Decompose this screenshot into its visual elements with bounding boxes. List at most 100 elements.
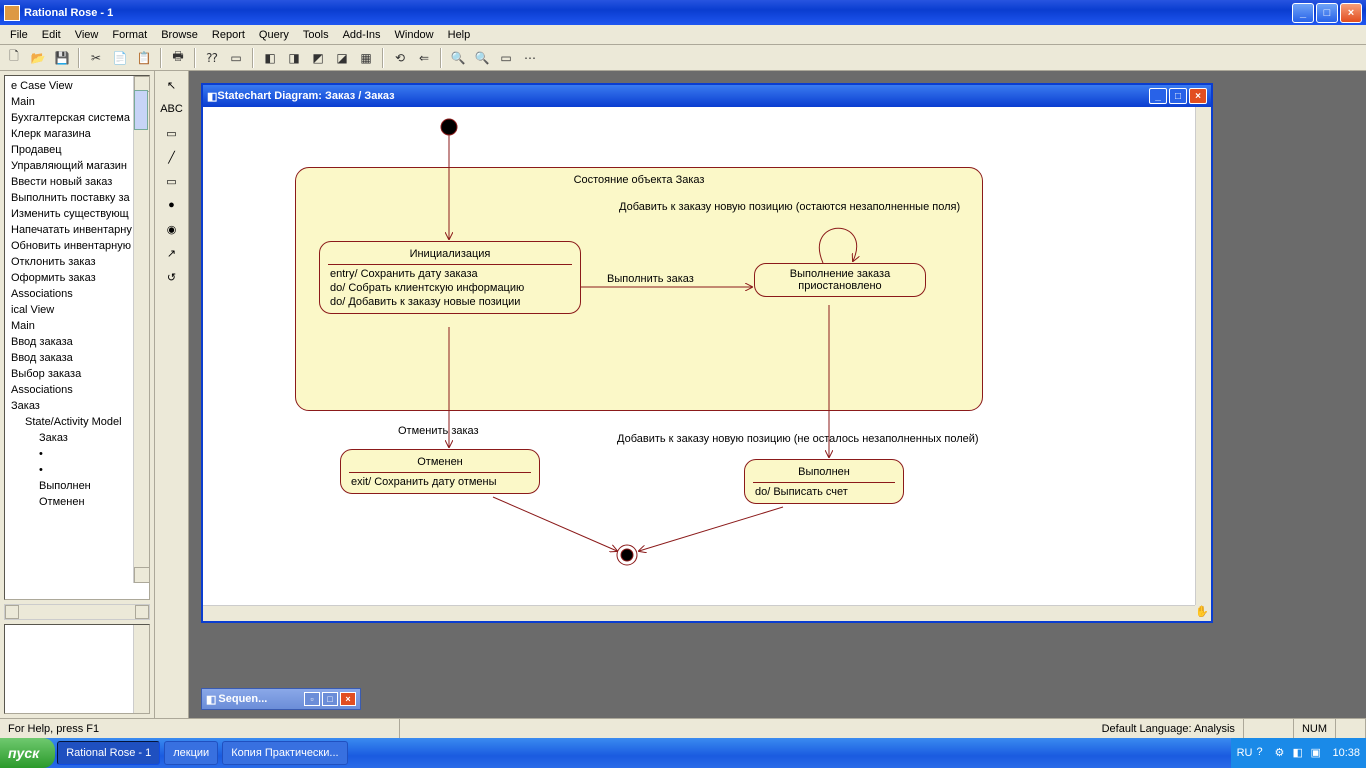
fit-icon[interactable]: ▭	[496, 48, 516, 68]
taskbar-task[interactable]: Rational Rose - 1	[57, 741, 160, 765]
tree-item[interactable]: Выполнить поставку за	[7, 190, 147, 206]
transition-tool[interactable]: ↗	[160, 243, 184, 263]
note-tool[interactable]: ▭	[160, 123, 184, 143]
maximize-button[interactable]: □	[1316, 3, 1338, 23]
menu-edit[interactable]: Edit	[36, 27, 67, 43]
tree-item[interactable]: Main	[7, 318, 147, 334]
window-icon[interactable]: ▭	[226, 48, 246, 68]
new-icon[interactable]: 🗋	[4, 48, 24, 68]
text-tool[interactable]: ABC	[160, 99, 184, 119]
inner-close-button[interactable]: ×	[1189, 88, 1207, 104]
menu-help[interactable]: Help	[442, 27, 477, 43]
state-susp-l1: Выполнение заказа	[763, 268, 917, 280]
tree-scrollbar-v[interactable]	[133, 76, 149, 583]
anchor-tool[interactable]: ╱	[160, 147, 184, 167]
inner-minimize-button[interactable]: _	[1149, 88, 1167, 104]
nav2-icon[interactable]: ⇐	[414, 48, 434, 68]
tree-item[interactable]: Управляющий магазин	[7, 158, 147, 174]
min-max-button[interactable]: □	[322, 692, 338, 706]
d5-icon[interactable]: ▦	[356, 48, 376, 68]
system-tray[interactable]: RU ? ⚙ ◧ ▣ 10:38	[1231, 738, 1366, 768]
tree-item[interactable]: Отклонить заказ	[7, 254, 147, 270]
tree-item[interactable]: Ввод заказа	[7, 350, 147, 366]
diagram-canvas[interactable]: Состояние объекта Заказ Инициализация en…	[203, 107, 1211, 621]
print-icon[interactable]: 🖶	[168, 48, 188, 68]
tree-item[interactable]: Оформить заказ	[7, 270, 147, 286]
d3-icon[interactable]: ◩	[308, 48, 328, 68]
documentation-pane[interactable]	[4, 624, 150, 714]
menu-window[interactable]: Window	[389, 27, 440, 43]
tree-item[interactable]: Main	[7, 94, 147, 110]
statusbar: For Help, press F1 Default Language: Ana…	[0, 718, 1366, 738]
pointer-tool[interactable]: ↖	[160, 75, 184, 95]
start-tool[interactable]: ●	[160, 195, 184, 215]
end-tool[interactable]: ◉	[160, 219, 184, 239]
state-done[interactable]: Выполнен do/ Выписать счет	[744, 459, 904, 504]
open-icon[interactable]: 📂	[28, 48, 48, 68]
state-init[interactable]: Инициализация entry/ Сохранить дату зака…	[319, 241, 581, 314]
state-cancelled[interactable]: Отменен exit/ Сохранить дату отмены	[340, 449, 540, 494]
self-tool[interactable]: ↺	[160, 267, 184, 287]
minimized-window[interactable]: ◧ Sequen... ▫ □ ×	[201, 688, 361, 710]
tray-icon[interactable]: ⚙	[1274, 746, 1288, 760]
state-suspended[interactable]: Выполнение заказа приостановлено	[754, 263, 926, 297]
menu-tools[interactable]: Tools	[297, 27, 335, 43]
tree-item[interactable]: Напечатать инвентарну	[7, 222, 147, 238]
save-icon[interactable]: 💾	[52, 48, 72, 68]
nav1-icon[interactable]: ⟲	[390, 48, 410, 68]
zoom-in-icon[interactable]: 🔍	[448, 48, 468, 68]
cut-icon[interactable]: ✂	[86, 48, 106, 68]
menu-view[interactable]: View	[69, 27, 105, 43]
min-close-button[interactable]: ×	[340, 692, 356, 706]
d2-icon[interactable]: ◨	[284, 48, 304, 68]
tree-item[interactable]: Associations	[7, 286, 147, 302]
state-tool[interactable]: ▭	[160, 171, 184, 191]
tree-item[interactable]: Заказ	[7, 430, 147, 446]
tray-icon[interactable]: ?	[1256, 746, 1270, 760]
taskbar-task[interactable]: лекции	[164, 741, 218, 765]
min-restore-button[interactable]: ▫	[304, 692, 320, 706]
copy-icon[interactable]: 📄	[110, 48, 130, 68]
help-icon[interactable]: ⁇	[202, 48, 222, 68]
menu-report[interactable]: Report	[206, 27, 251, 43]
more-icon[interactable]: ⋯	[520, 48, 540, 68]
tree-item[interactable]: Ввод заказа	[7, 334, 147, 350]
tree-item[interactable]: Изменить существующ	[7, 206, 147, 222]
canvas-scrollbar-v[interactable]	[1195, 107, 1211, 605]
tree-item[interactable]: •	[7, 446, 147, 462]
tree-item[interactable]: Выполнен	[7, 478, 147, 494]
tree-item[interactable]: ical View	[7, 302, 147, 318]
tree-item[interactable]: Продавец	[7, 142, 147, 158]
status-lang: Default Language: Analysis	[1094, 719, 1244, 738]
tray-icon[interactable]: ▣	[1310, 746, 1324, 760]
start-button[interactable]: пуск	[0, 738, 55, 768]
zoom-out-icon[interactable]: 🔍	[472, 48, 492, 68]
tree-item[interactable]: Отменен	[7, 494, 147, 510]
canvas-scrollbar-h[interactable]	[203, 605, 1195, 621]
close-button[interactable]: ×	[1340, 3, 1362, 23]
d1-icon[interactable]: ◧	[260, 48, 280, 68]
inner-maximize-button[interactable]: □	[1169, 88, 1187, 104]
minimize-button[interactable]: _	[1292, 3, 1314, 23]
d4-icon[interactable]: ◪	[332, 48, 352, 68]
menu-add-ins[interactable]: Add-Ins	[337, 27, 387, 43]
tree-item[interactable]: Выбор заказа	[7, 366, 147, 382]
paste-icon[interactable]: 📋	[134, 48, 154, 68]
tree-item[interactable]: Бухгалтерская система	[7, 110, 147, 126]
tree-item[interactable]: Клерк магазина	[7, 126, 147, 142]
tray-icon[interactable]: ◧	[1292, 746, 1306, 760]
tree-scrollbar-h[interactable]	[4, 604, 150, 620]
tree-item[interactable]: e Case View	[7, 78, 147, 94]
menu-file[interactable]: File	[4, 27, 34, 43]
model-tree[interactable]: e Case ViewMainБухгалтерская системаКлер…	[5, 76, 149, 512]
taskbar-task[interactable]: Копия Практически...	[222, 741, 347, 765]
tree-item[interactable]: Обновить инвентарную	[7, 238, 147, 254]
tree-item[interactable]: •	[7, 462, 147, 478]
menu-format[interactable]: Format	[106, 27, 153, 43]
menu-browse[interactable]: Browse	[155, 27, 204, 43]
tree-item[interactable]: Associations	[7, 382, 147, 398]
tree-item[interactable]: Ввести новый заказ	[7, 174, 147, 190]
tree-item[interactable]: Заказ	[7, 398, 147, 414]
tree-item[interactable]: State/Activity Model	[7, 414, 147, 430]
menu-query[interactable]: Query	[253, 27, 295, 43]
